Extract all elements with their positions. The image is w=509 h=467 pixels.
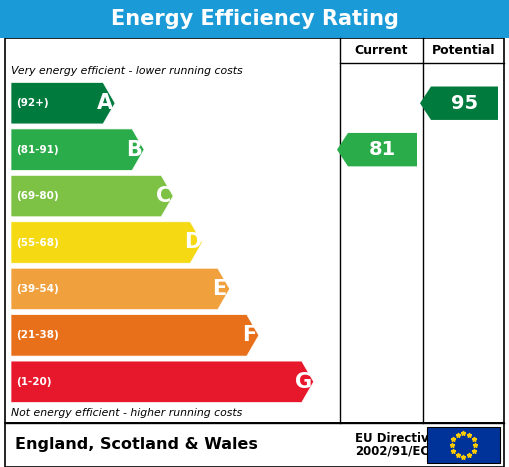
Polygon shape: [11, 315, 259, 356]
Text: (69-80): (69-80): [16, 191, 59, 201]
Polygon shape: [11, 222, 202, 263]
Text: E: E: [213, 279, 227, 299]
Text: Current: Current: [355, 44, 408, 57]
Bar: [5, 423, 504, 467]
Text: EU Directive: EU Directive: [355, 432, 437, 446]
Polygon shape: [11, 83, 115, 124]
Polygon shape: [11, 175, 173, 217]
Text: 95: 95: [451, 94, 478, 113]
Text: G: G: [295, 372, 312, 392]
Polygon shape: [11, 129, 144, 170]
Text: A: A: [97, 93, 113, 113]
Text: Energy Efficiency Rating: Energy Efficiency Rating: [110, 9, 399, 29]
Text: 81: 81: [369, 140, 396, 159]
Polygon shape: [11, 268, 230, 310]
Text: (81-91): (81-91): [16, 145, 59, 155]
Text: (1-20): (1-20): [16, 377, 51, 387]
Text: Not energy efficient - higher running costs: Not energy efficient - higher running co…: [11, 408, 242, 418]
Text: (92+): (92+): [16, 98, 49, 108]
Text: (39-54): (39-54): [16, 284, 59, 294]
Text: F: F: [242, 325, 256, 346]
Text: England, Scotland & Wales: England, Scotland & Wales: [15, 438, 258, 453]
Text: (21-38): (21-38): [16, 330, 59, 340]
Polygon shape: [11, 361, 314, 403]
Text: (55-68): (55-68): [16, 238, 59, 248]
Bar: [427, 427, 500, 463]
Text: C: C: [156, 186, 171, 206]
Bar: [5, 38, 504, 423]
Text: B: B: [126, 140, 142, 160]
Polygon shape: [420, 86, 498, 120]
Bar: [0, 0, 509, 38]
Text: 2002/91/EC: 2002/91/EC: [355, 445, 429, 458]
Text: D: D: [184, 233, 201, 253]
Text: Very energy efficient - lower running costs: Very energy efficient - lower running co…: [11, 66, 243, 76]
Text: Potential: Potential: [432, 44, 495, 57]
Polygon shape: [337, 133, 417, 166]
